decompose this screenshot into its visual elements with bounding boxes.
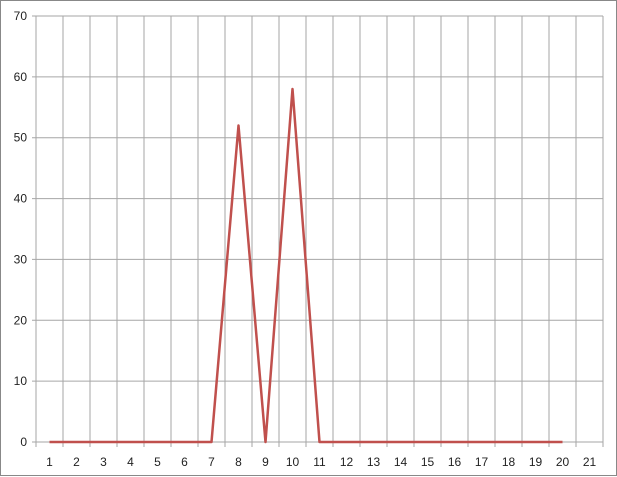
x-tick-label: 14 bbox=[394, 455, 408, 469]
y-tick-label: 0 bbox=[20, 435, 27, 449]
y-tick-label: 60 bbox=[14, 70, 28, 84]
x-tick-label: 16 bbox=[448, 455, 462, 469]
x-tick-label: 8 bbox=[235, 455, 242, 469]
x-tick-label: 4 bbox=[127, 455, 134, 469]
y-tick-label: 20 bbox=[14, 313, 28, 327]
x-tick-label: 17 bbox=[475, 455, 489, 469]
x-tick-label: 18 bbox=[502, 455, 516, 469]
x-tick-label: 10 bbox=[286, 455, 300, 469]
x-tick-label: 12 bbox=[340, 455, 354, 469]
x-tick-label: 3 bbox=[100, 455, 107, 469]
x-tick-label: 11 bbox=[313, 455, 326, 469]
y-tick-label: 10 bbox=[14, 374, 28, 388]
y-tick-label: 70 bbox=[14, 9, 28, 23]
x-tick-label: 2 bbox=[73, 455, 80, 469]
x-tick-label: 5 bbox=[154, 455, 161, 469]
x-tick-label: 21 bbox=[583, 455, 597, 469]
x-tick-label: 13 bbox=[367, 455, 381, 469]
x-tick-label: 9 bbox=[262, 455, 269, 469]
y-tick-label: 40 bbox=[14, 192, 28, 206]
x-tick-label: 19 bbox=[529, 455, 543, 469]
y-tick-label: 30 bbox=[14, 252, 28, 266]
y-tick-label: 50 bbox=[14, 131, 28, 145]
x-tick-label: 1 bbox=[46, 455, 53, 469]
x-tick-label: 6 bbox=[181, 455, 188, 469]
x-tick-label: 20 bbox=[556, 455, 570, 469]
x-tick-label: 7 bbox=[208, 455, 215, 469]
x-tick-label: 15 bbox=[421, 455, 435, 469]
